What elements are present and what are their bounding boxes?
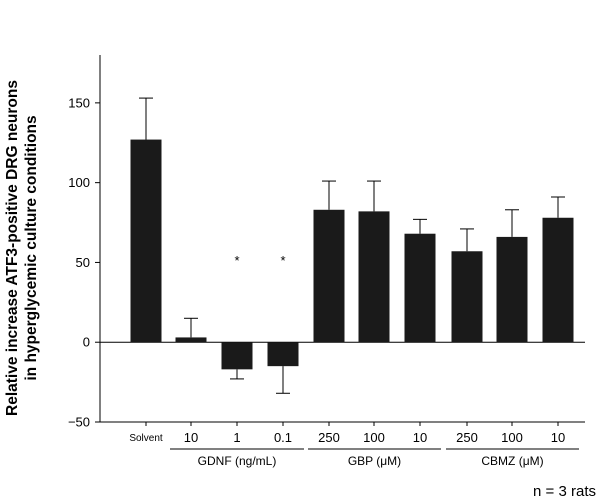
sample-size-note: n = 3 rats bbox=[533, 483, 596, 500]
error-bars: * * bbox=[139, 97, 565, 394]
y-tick-label: −50 bbox=[68, 415, 90, 430]
x-tick-label: 10 bbox=[413, 430, 427, 445]
bars bbox=[130, 139, 574, 370]
y-tick-label: 50 bbox=[76, 255, 90, 270]
bar bbox=[358, 211, 390, 343]
x-tick-labels: Solvent 10 1 0.1 250 100 10 250 100 10 bbox=[129, 430, 565, 445]
group-label: CBMZ (μM) bbox=[481, 454, 543, 468]
x-tick-label: 10 bbox=[551, 430, 565, 445]
bar bbox=[313, 209, 345, 343]
x-tick-label: 1 bbox=[233, 430, 240, 445]
x-tick-label: 100 bbox=[501, 430, 523, 445]
bar bbox=[221, 342, 253, 370]
group-label: GBP (μM) bbox=[348, 454, 401, 468]
bar bbox=[496, 236, 528, 343]
bar bbox=[130, 139, 162, 343]
group-labels: GDNF (ng/mL) GBP (μM) CBMZ (μM) bbox=[170, 448, 579, 468]
y-tick-label: 150 bbox=[68, 95, 90, 110]
bar bbox=[404, 233, 436, 343]
y-axis-label-line1: Relative increase ATF3-positive DRG neur… bbox=[4, 80, 21, 416]
y-axis-label: Relative increase ATF3-positive DRG neur… bbox=[4, 80, 40, 416]
y-tick-label: 100 bbox=[68, 175, 90, 190]
x-tick-label: Solvent bbox=[129, 433, 163, 444]
significance-marker: * bbox=[280, 253, 285, 268]
bar bbox=[542, 217, 574, 343]
bar bbox=[451, 251, 483, 343]
x-tick-label: 100 bbox=[363, 430, 385, 445]
x-tick-label: 0.1 bbox=[274, 430, 292, 445]
x-tick-label: 250 bbox=[456, 430, 478, 445]
y-tick-label: 0 bbox=[83, 335, 90, 350]
significance-marker: * bbox=[234, 253, 239, 268]
bar bbox=[267, 342, 299, 367]
group-label: GDNF (ng/mL) bbox=[198, 454, 277, 468]
bar bbox=[175, 337, 207, 343]
x-tick-label: 10 bbox=[184, 430, 198, 445]
y-axis-label-line2: in hyperglycemic culture conditions bbox=[23, 115, 40, 380]
x-tick-label: 250 bbox=[318, 430, 340, 445]
